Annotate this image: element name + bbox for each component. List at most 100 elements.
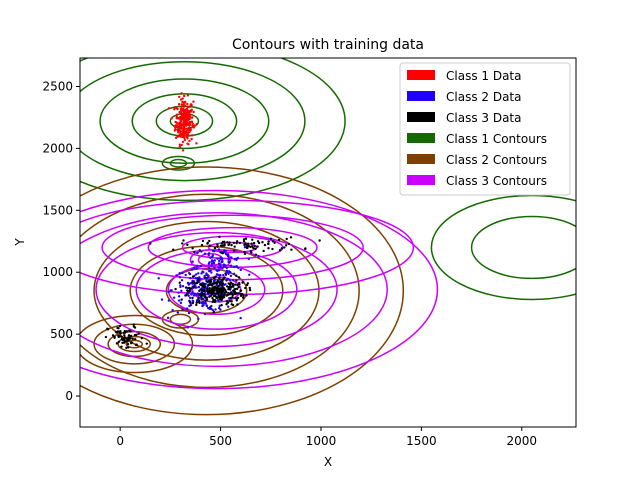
data-point — [191, 292, 194, 295]
data-point — [207, 252, 211, 255]
data-point — [189, 282, 192, 285]
data-point — [238, 241, 242, 245]
data-point — [178, 145, 182, 149]
data-point — [257, 255, 260, 258]
data-point — [220, 251, 223, 255]
data-point — [235, 274, 238, 277]
data-point — [190, 268, 194, 271]
data-point — [190, 120, 194, 123]
data-point — [206, 275, 210, 279]
data-point — [128, 329, 131, 332]
data-point — [126, 342, 130, 346]
data-point — [236, 303, 239, 306]
data-point — [111, 334, 115, 337]
data-point — [191, 122, 194, 125]
data-point — [187, 105, 190, 109]
data-point — [235, 241, 238, 245]
data-point — [181, 308, 184, 311]
data-point — [178, 124, 182, 128]
data-point — [181, 100, 184, 104]
data-point — [179, 130, 182, 133]
data-point — [219, 295, 223, 299]
data-point — [195, 123, 198, 126]
data-point — [221, 282, 225, 285]
data-point — [273, 241, 276, 245]
data-point — [218, 274, 222, 277]
data-point — [188, 122, 191, 125]
data-point — [185, 134, 188, 138]
x-tick-label: 1000 — [306, 434, 337, 448]
data-point — [237, 276, 241, 279]
data-point — [118, 324, 122, 328]
data-point — [183, 119, 186, 123]
data-point — [183, 109, 186, 113]
data-point — [215, 268, 218, 272]
data-point — [224, 272, 227, 275]
data-point — [233, 290, 237, 294]
data-point — [205, 273, 208, 276]
data-point — [216, 292, 219, 295]
data-point — [217, 266, 220, 269]
data-point — [217, 248, 221, 251]
data-point — [191, 124, 194, 127]
data-point — [196, 264, 199, 268]
data-point — [208, 295, 211, 298]
data-point — [230, 303, 233, 306]
data-point — [225, 253, 228, 256]
y-tick-label: 2500 — [42, 79, 73, 93]
data-point — [241, 296, 245, 299]
data-point — [188, 300, 191, 303]
data-point — [190, 108, 193, 112]
data-point — [186, 133, 190, 136]
data-point — [243, 250, 246, 254]
data-point — [132, 323, 135, 326]
data-point — [218, 283, 222, 287]
data-point — [227, 287, 230, 291]
data-point — [221, 266, 224, 270]
x-axis-ticks: 0 500 1000 1500 2000 — [116, 427, 537, 448]
data-point — [204, 301, 207, 304]
data-point — [216, 257, 219, 260]
data-point — [250, 242, 253, 245]
data-point — [180, 143, 183, 147]
data-point — [216, 273, 220, 277]
data-point — [225, 303, 228, 306]
data-point — [230, 243, 233, 247]
data-point — [179, 111, 183, 114]
data-point — [192, 126, 195, 129]
data-point — [183, 122, 187, 125]
data-point — [219, 308, 222, 311]
data-point — [210, 271, 213, 274]
data-point — [182, 102, 185, 106]
legend-label: Class 3 Data — [446, 111, 522, 125]
data-point — [218, 282, 222, 285]
legend-swatch — [407, 175, 435, 185]
data-point — [213, 246, 217, 250]
data-point — [180, 127, 183, 130]
data-point — [271, 247, 274, 251]
data-point — [178, 281, 181, 284]
data-point — [190, 134, 194, 137]
data-point — [221, 278, 224, 281]
data-point — [232, 241, 236, 245]
data-point — [220, 303, 223, 307]
data-point — [133, 326, 137, 329]
contour-ring — [80, 314, 194, 374]
data-point — [252, 241, 256, 245]
data-point — [171, 308, 174, 312]
data-point — [198, 293, 202, 296]
data-point — [251, 238, 254, 241]
data-point — [194, 277, 197, 280]
contour-ring — [131, 93, 238, 150]
data-point — [185, 107, 189, 110]
data-point — [215, 296, 219, 300]
data-point — [180, 278, 184, 282]
data-point — [183, 138, 186, 142]
data-point — [123, 339, 127, 343]
data-point — [235, 279, 238, 282]
data-point — [207, 266, 210, 269]
legend-label: Class 3 Contours — [446, 174, 547, 188]
data-point — [203, 252, 207, 255]
data-point — [235, 240, 239, 243]
data-point — [227, 305, 230, 308]
